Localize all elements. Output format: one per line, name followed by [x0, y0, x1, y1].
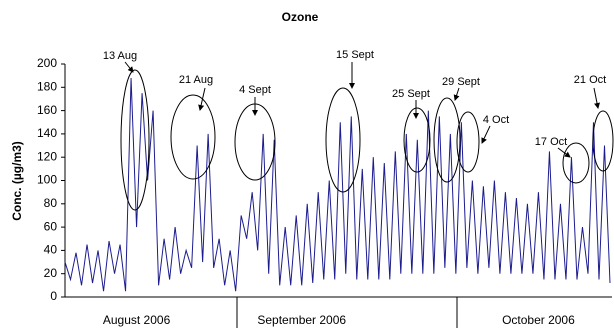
annotation-label: 4 Sept	[239, 84, 271, 96]
annotation-circle	[234, 103, 276, 181]
annotation-label: 13 Aug	[103, 50, 137, 62]
annotation-label: 29 Sept	[442, 76, 480, 88]
annotation-circle	[120, 69, 150, 211]
annotation-label: 25 Sept	[392, 88, 430, 100]
y-tick-label: 200	[37, 56, 57, 70]
annotation-circle	[170, 94, 216, 180]
annotation-circle	[403, 107, 431, 173]
x-tick-label: August 2006	[103, 313, 171, 327]
annotation-label: 21 Oct	[574, 74, 606, 86]
y-tick-label: 80	[44, 196, 58, 210]
annotation-arrow	[124, 61, 134, 73]
annotation-circle	[592, 110, 614, 172]
annotation-circle	[456, 111, 480, 173]
y-tick-label: 40	[44, 243, 58, 257]
y-tick-label: 60	[44, 219, 58, 233]
data-line	[64, 77, 611, 292]
y-tick-label: 180	[37, 79, 57, 93]
annotation-arrow	[557, 147, 571, 158]
y-tick-label: 160	[37, 103, 57, 117]
annotation-arrow	[198, 87, 206, 111]
y-tick-label: 0	[50, 289, 57, 303]
annotation-arrow	[481, 125, 491, 144]
y-tick-label: 120	[37, 149, 57, 163]
annotation-circle	[433, 97, 461, 183]
annotation-arrow	[453, 87, 460, 101]
annotation-label: 15 Sept	[336, 49, 374, 61]
x-tick-label: September 2006	[257, 313, 346, 327]
y-axis-label: Conc. (µg/m3)	[10, 141, 24, 221]
annotation-circle	[562, 142, 590, 184]
annotation-circle	[325, 87, 361, 193]
y-tick-label: 140	[37, 126, 57, 140]
annotation-arrow	[593, 87, 600, 109]
annotation-label: 21 Aug	[179, 74, 213, 86]
annotation-label: 4 Oct	[483, 114, 509, 126]
y-tick-label: 20	[44, 266, 58, 280]
chart-title: Ozone	[282, 10, 319, 24]
annotation-label: 17 Oct	[535, 136, 567, 148]
y-tick-label: 100	[37, 173, 57, 187]
x-tick-label: October 2006	[502, 313, 575, 327]
